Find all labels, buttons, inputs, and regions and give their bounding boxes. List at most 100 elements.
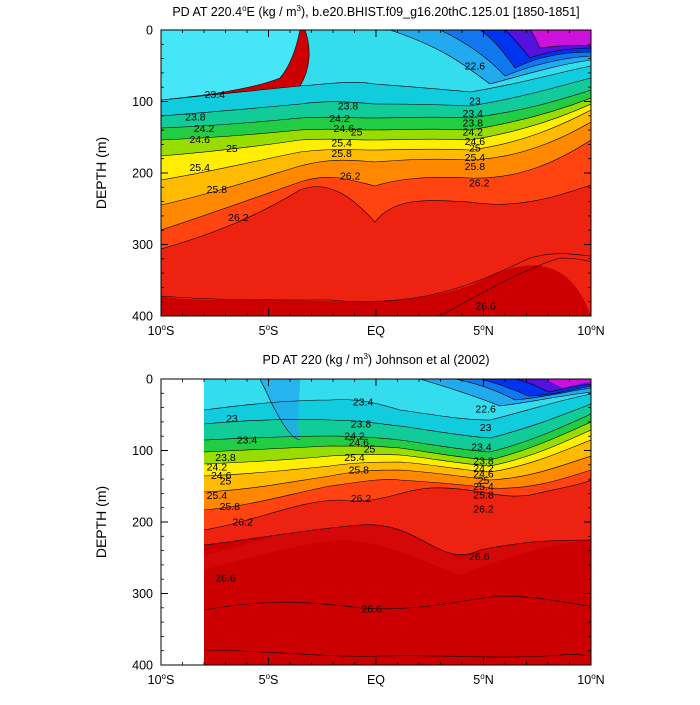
bottom-contour-label: 26.6 xyxy=(469,551,490,563)
band-20.2 xyxy=(530,30,591,48)
top-x-tick-label: EQ xyxy=(367,324,385,338)
bottom-contour-label: 24.2 xyxy=(207,461,228,473)
bottom-contour-label: 23.4 xyxy=(237,434,258,446)
bottom-x-tick-label: 10oN xyxy=(577,672,604,687)
bottom-y-axis-label: DEPTH (m) xyxy=(93,486,109,558)
top-contour-labels: 23.423.824.224.62525.425.826.223.824.224… xyxy=(185,60,496,312)
bottom-contour-labels: 2323.423.824.224.62525.425.826.226.623.4… xyxy=(207,396,496,615)
bottom-contour-label: 26.2 xyxy=(351,493,372,505)
top-contour-label: 25.4 xyxy=(465,152,486,164)
bottom-contour-label: 24.6 xyxy=(349,437,370,449)
top-contour-label: 26.6 xyxy=(475,300,496,312)
top-contour-label: 25.8 xyxy=(331,148,352,160)
top-contour-label: 24.2 xyxy=(463,127,484,139)
top-x-tick-label: 10oS xyxy=(148,323,175,338)
top-chart-title: PD AT 220.4oE (kg / m3), b.e20.BHIST.f09… xyxy=(172,4,579,19)
bottom-contour-label: 22.6 xyxy=(475,404,496,416)
bottom-contour-label: 25 xyxy=(364,444,376,456)
bottom-contour-label: 23.4 xyxy=(353,396,374,408)
obs-band-24.6 xyxy=(204,430,591,476)
bottom-panel: PD AT 220 (kg / m3) Johnson et al (2002) xyxy=(93,352,605,687)
top-contour-label: 23.8 xyxy=(185,112,206,124)
bottom-y-tick-label: 400 xyxy=(132,659,153,673)
bottom-contour-label: 25.8 xyxy=(220,501,241,513)
top-contour-label: 23.4 xyxy=(205,89,226,101)
obs-band-24.2 xyxy=(204,422,591,466)
band-24.6 xyxy=(161,104,591,180)
obs-band-22.2 xyxy=(260,379,300,440)
bottom-contour-label: 24.6 xyxy=(211,470,232,482)
band-25 xyxy=(161,110,591,205)
bottom-chart-title: PD AT 220 (kg / m3) Johnson et al (2002) xyxy=(262,352,489,367)
bottom-contour-field: 2323.423.824.224.62525.425.826.226.623.4… xyxy=(203,379,591,665)
top-contour-label: 25 xyxy=(469,142,481,154)
bottom-y-tick-label: 100 xyxy=(132,444,153,458)
top-contour-label: 24.2 xyxy=(194,123,215,135)
bottom-y-tick-label: 200 xyxy=(132,516,153,530)
top-contour-label: 25 xyxy=(351,127,363,139)
top-contour-label: 25.8 xyxy=(465,161,486,173)
bottom-x-tick-label: EQ xyxy=(367,673,385,687)
bottom-contour-label: 26.6 xyxy=(361,604,382,616)
top-x-tick-label: 5oN xyxy=(473,323,493,338)
top-contour-label: 23 xyxy=(469,95,481,107)
top-y-tick-label: 0 xyxy=(146,24,153,38)
top-contour-label: 23.8 xyxy=(463,117,484,129)
bottom-contour-label: 23.8 xyxy=(473,456,494,468)
top-axes: 10oS 5oS EQ 5oN 10oN 0 100 200 300 400 xyxy=(132,24,605,339)
bottom-y-tick-label: 300 xyxy=(132,587,153,601)
bottom-contour-label: 26.2 xyxy=(473,504,494,516)
top-y-axis-label: DEPTH (m) xyxy=(93,137,109,209)
top-contour-field: 23.423.824.224.62525.425.826.223.824.224… xyxy=(161,30,591,316)
top-x-tick-label: 5oS xyxy=(259,323,279,338)
obs-band-25.8 xyxy=(204,470,591,530)
band-26.2 xyxy=(161,185,591,316)
bottom-y-tick-label: 0 xyxy=(146,373,153,387)
top-contour-label: 25 xyxy=(226,143,238,155)
top-contour-label: 23.4 xyxy=(463,108,484,120)
bottom-x-tick-label: 5oN xyxy=(473,672,493,687)
top-contour-label: 26.2 xyxy=(340,170,361,182)
obs-band-20.2 xyxy=(545,379,591,388)
top-contour-label: 26.2 xyxy=(469,178,490,190)
bottom-contour-label: 25 xyxy=(220,476,232,488)
bottom-contour-label: 25.4 xyxy=(207,490,228,502)
obs-band-26.6-shade xyxy=(204,519,591,575)
bottom-contour-label: 25.8 xyxy=(349,464,370,476)
top-contour-lines xyxy=(161,30,591,316)
bottom-contour-label: 25.8 xyxy=(473,489,494,501)
bottom-x-tick-label: 5oS xyxy=(259,672,279,687)
top-contour-label: 23.8 xyxy=(338,100,359,112)
top-contour-label: 24.2 xyxy=(329,113,350,125)
top-contour-label: 26.2 xyxy=(228,212,249,224)
bottom-contour-label: 24.2 xyxy=(473,463,494,475)
bottom-contour-label: 24.6 xyxy=(473,469,494,481)
band-22.2 xyxy=(161,30,300,100)
bottom-axes: 10oS 5oS EQ 5oN 10oN 0 100 200 300 400 xyxy=(132,373,605,688)
top-contour-label: 22.6 xyxy=(465,60,486,72)
top-contour-label: 24.6 xyxy=(189,134,210,146)
bottom-contour-lines xyxy=(203,379,591,658)
bottom-contour-label: 23.4 xyxy=(471,441,492,453)
bottom-contour-label: 23.8 xyxy=(215,452,236,464)
top-y-tick-label: 200 xyxy=(132,167,153,181)
top-contour-label: 25.8 xyxy=(207,184,228,196)
bottom-x-tick-label: 10oS xyxy=(148,672,175,687)
bottom-contour-label: 23.8 xyxy=(351,419,372,431)
band-24.2 xyxy=(161,98,591,156)
top-y-tick-label: 300 xyxy=(132,238,153,252)
bottom-contour-label: 23 xyxy=(480,422,492,434)
bottom-contour-label: 25.4 xyxy=(473,481,494,493)
top-panel: PD AT 220.4oE (kg / m3), b.e20.BHIST.f09… xyxy=(93,4,605,338)
top-contour-label: 25.4 xyxy=(189,162,210,174)
top-y-tick-label: 400 xyxy=(132,310,153,324)
obs-band-23.4 xyxy=(204,404,591,452)
no-data-region xyxy=(161,379,204,665)
band-23.4 xyxy=(161,78,591,128)
bottom-contour-label: 26.2 xyxy=(232,517,253,529)
top-y-tick-label: 100 xyxy=(132,95,153,109)
top-x-tick-label: 10oN xyxy=(577,323,604,338)
bottom-contour-label: 25.4 xyxy=(344,452,365,464)
bottom-contour-label: 23 xyxy=(226,413,238,425)
